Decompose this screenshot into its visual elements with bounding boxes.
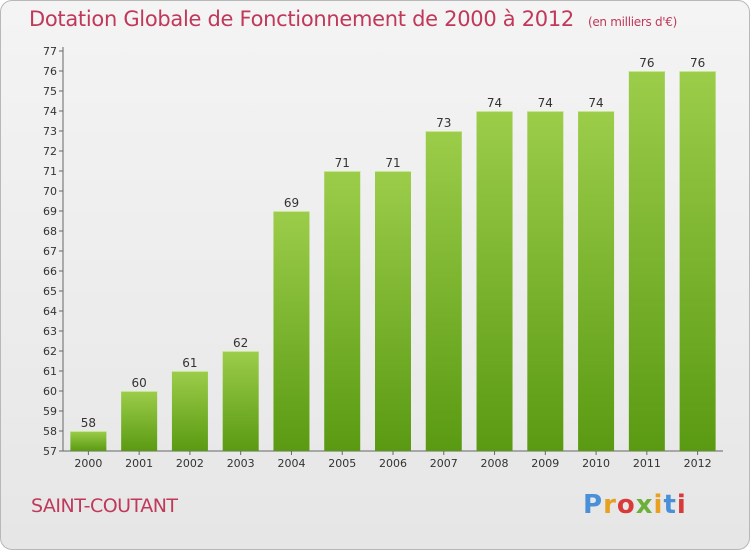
x-tick-label: 2010 [582, 457, 610, 470]
chart-unit: (en milliers d'€) [587, 15, 677, 29]
x-tick-label: 2009 [531, 457, 559, 470]
y-tick-label: 59 [43, 405, 57, 418]
y-tick-label: 58 [43, 425, 57, 438]
y-tick-label: 61 [43, 365, 57, 378]
x-tick-label: 2007 [430, 457, 458, 470]
value-label: 74 [588, 96, 603, 110]
value-label: 69 [284, 196, 299, 210]
y-axis: 57 58 59 60 61 62 63 64 65 66 67 68 69 70 71 72 73 74 75 76… [43, 45, 64, 458]
proxiti-logo[interactable]: Proxiti [583, 490, 687, 520]
bar-2012 [679, 71, 716, 451]
chart-title: Dotation Globale de Fonctionnement de 20… [29, 7, 677, 31]
commune-name: SAINT-COUTANT [31, 495, 178, 517]
x-tick-label: 2000 [74, 457, 102, 470]
bar-2002 [171, 371, 208, 451]
bars [70, 71, 716, 451]
x-tick-label: 2011 [633, 457, 661, 470]
bar-2006 [375, 171, 411, 451]
y-tick-label: 72 [43, 145, 57, 158]
value-label: 76 [690, 56, 705, 70]
value-label: 76 [639, 56, 654, 70]
y-tick-label: 57 [43, 445, 57, 458]
value-label: 74 [538, 96, 553, 110]
bar-2005 [324, 171, 361, 451]
value-label: 61 [182, 356, 197, 370]
value-label: 73 [436, 116, 451, 130]
y-tick-label: 62 [43, 345, 57, 358]
y-tick-label: 66 [43, 265, 57, 278]
y-tick-label: 69 [43, 205, 57, 218]
x-tick-label: 2004 [277, 457, 305, 470]
y-tick-label: 65 [43, 285, 57, 298]
bar-2008 [476, 111, 513, 451]
y-tick-label: 67 [43, 245, 57, 258]
y-tick-label: 71 [43, 165, 57, 178]
value-label: 58 [81, 416, 96, 430]
value-labels: 58 60 61 62 69 71 71 73 74 74 74 76 76 [81, 56, 706, 430]
value-label: 60 [132, 376, 147, 390]
bar-2009 [527, 111, 564, 451]
y-tick-label: 73 [43, 125, 57, 138]
y-tick-label: 70 [43, 185, 57, 198]
value-label: 74 [487, 96, 502, 110]
y-tick-label: 75 [43, 85, 57, 98]
y-tick-label: 63 [43, 325, 57, 338]
bar-2011 [628, 71, 665, 451]
x-tick-label: 2003 [227, 457, 255, 470]
bar-2000 [70, 431, 107, 451]
bar-2003 [222, 351, 259, 451]
bar-2001 [121, 391, 158, 451]
chart-title-text: Dotation Globale de Fonctionnement de 20… [29, 7, 574, 31]
y-tick-label: 77 [43, 45, 57, 58]
bar-2004 [273, 211, 310, 451]
y-tick-label: 74 [43, 105, 57, 118]
value-label: 62 [233, 336, 248, 350]
x-tick-label: 2001 [125, 457, 153, 470]
bar-2007 [425, 131, 462, 451]
x-tick-label: 2006 [379, 457, 407, 470]
y-tick-label: 64 [43, 305, 57, 318]
bar-2010 [578, 111, 615, 451]
x-tick-label: 2005 [328, 457, 356, 470]
x-axis: 2000 2001 2002 2003 2004 2005 2006 2007 2008 2009… [63, 450, 723, 470]
y-tick-label: 68 [43, 225, 57, 238]
x-tick-label: 2012 [684, 457, 712, 470]
value-label: 71 [385, 156, 400, 170]
x-tick-label: 2008 [481, 457, 509, 470]
y-tick-label: 76 [43, 65, 57, 78]
y-tick-label: 60 [43, 385, 57, 398]
x-tick-label: 2002 [176, 457, 204, 470]
value-label: 71 [335, 156, 350, 170]
